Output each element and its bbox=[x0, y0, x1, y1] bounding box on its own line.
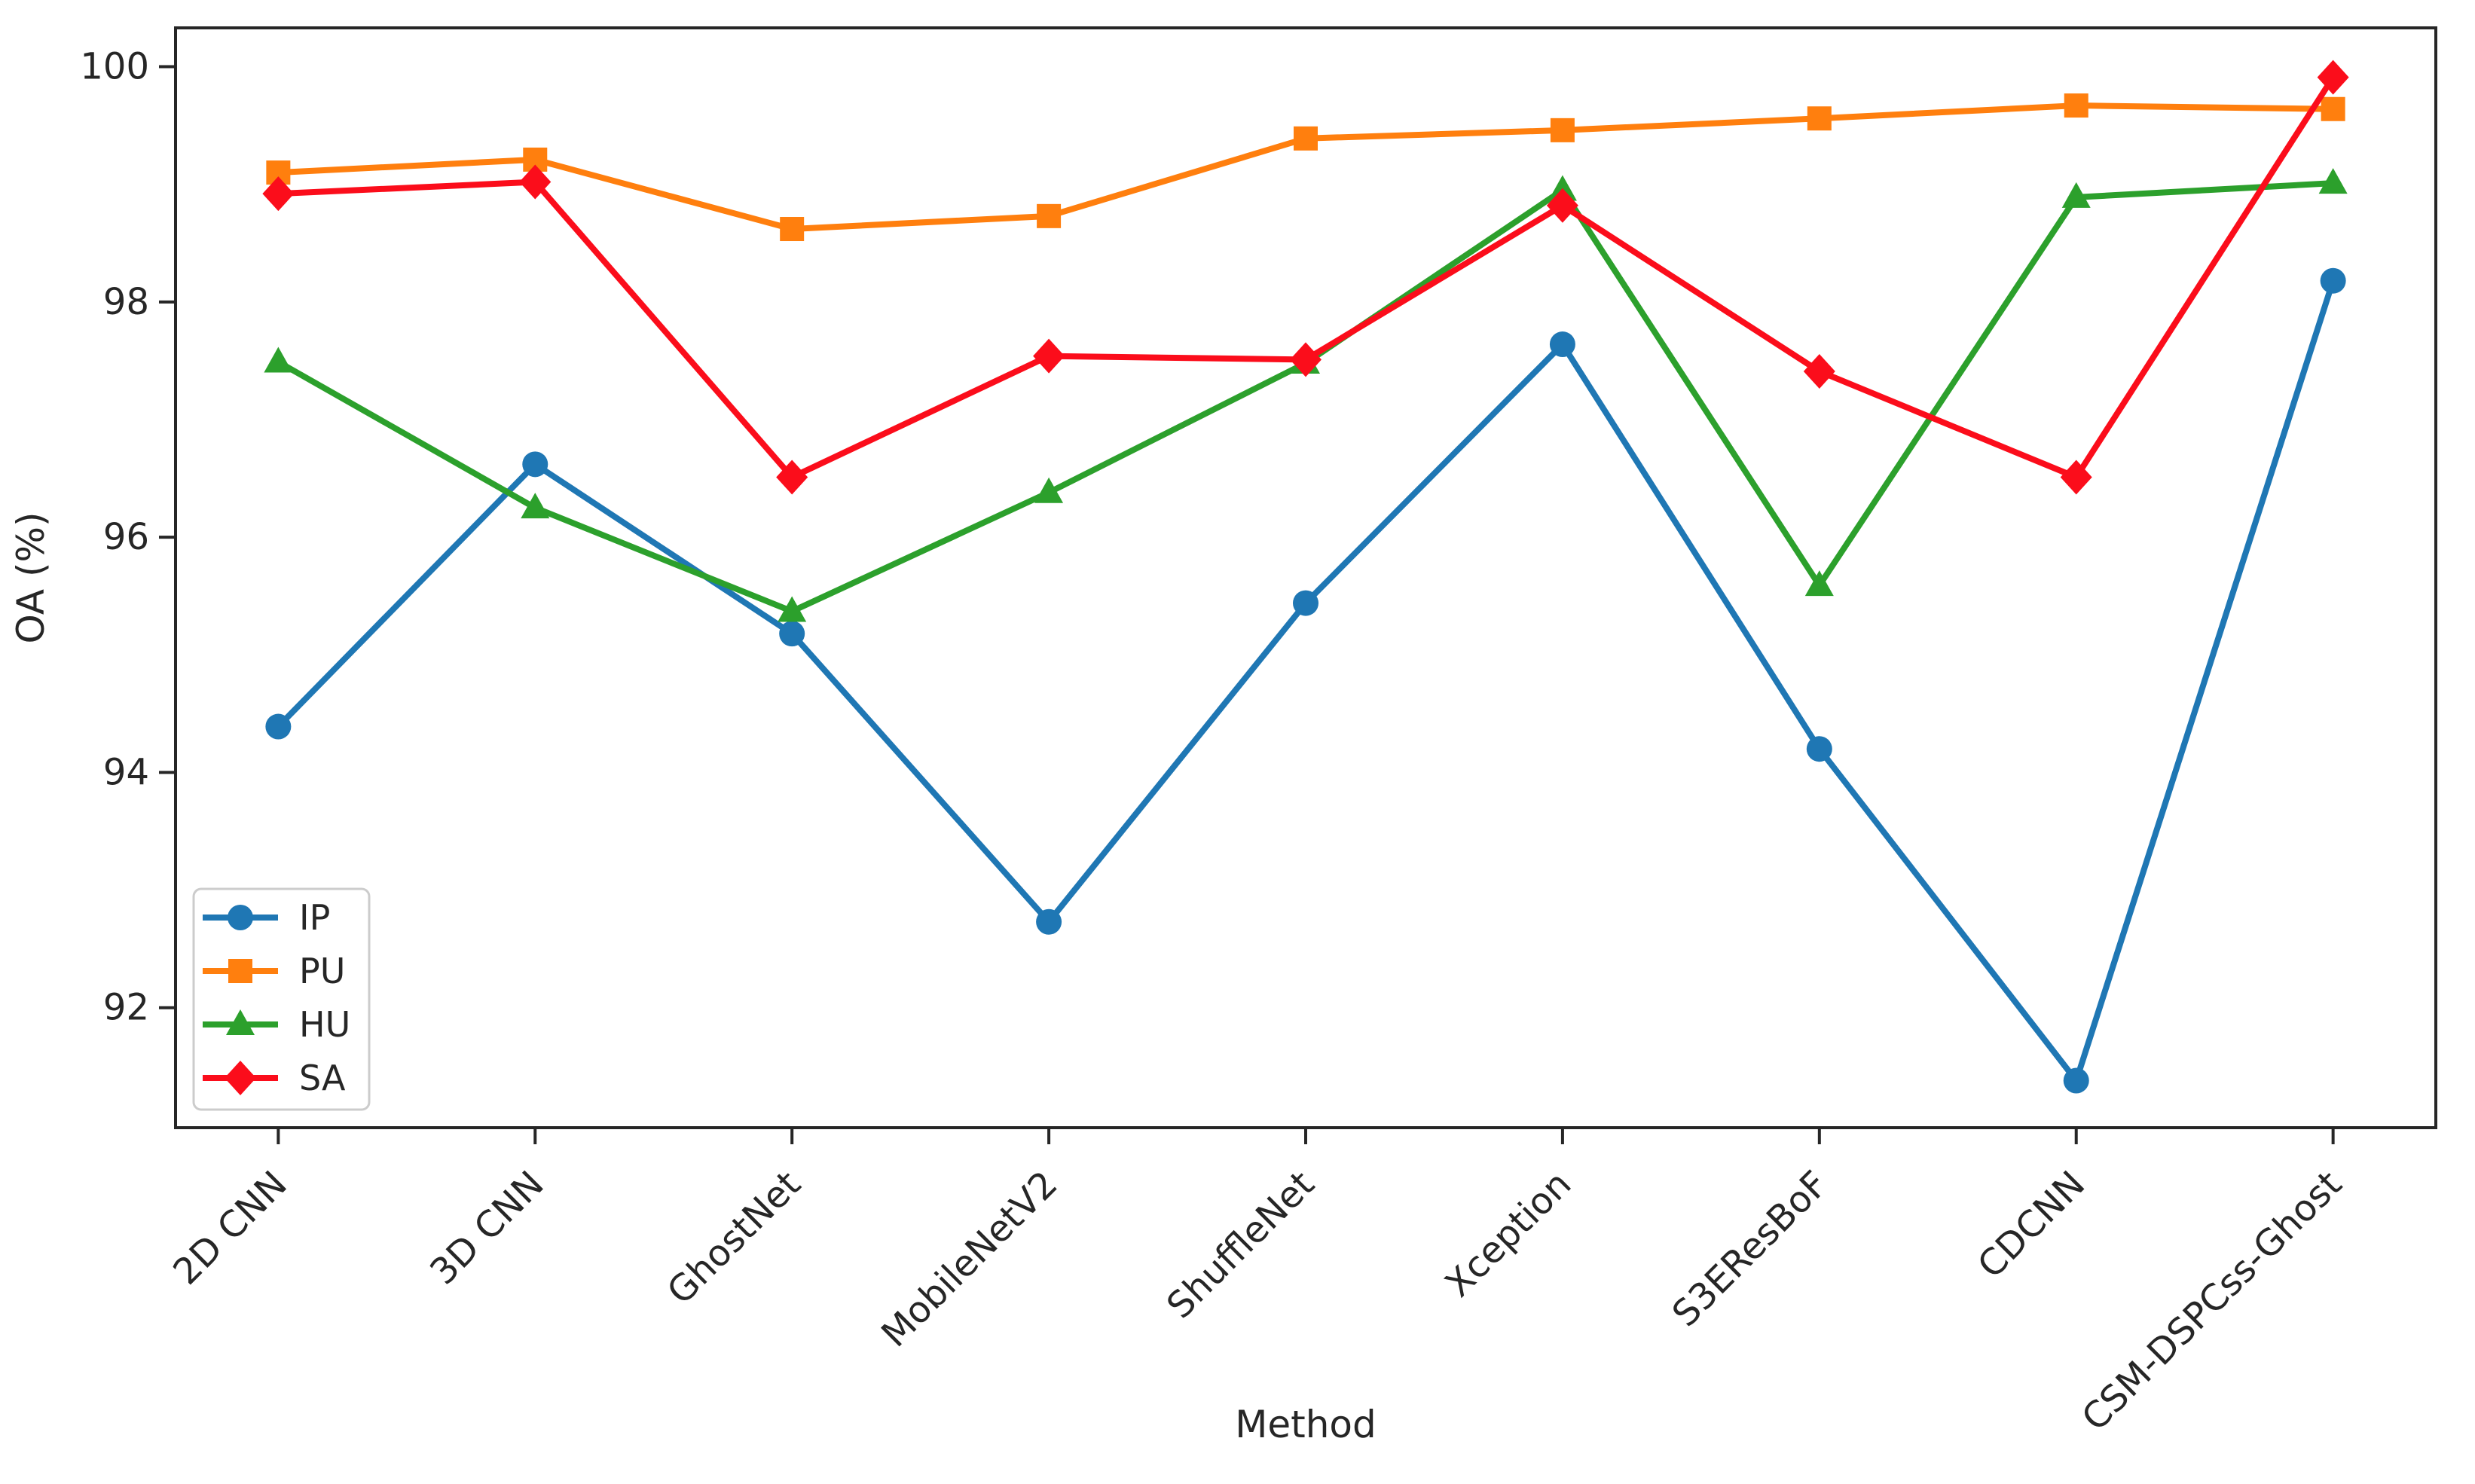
y-tick-label: 94 bbox=[103, 751, 149, 793]
data-point-ip-6 bbox=[1806, 736, 1832, 762]
legend-box bbox=[192, 887, 371, 1111]
y-tick-label: 98 bbox=[103, 281, 149, 323]
y-axis-title: OA (%) bbox=[9, 511, 53, 643]
data-point-hu-1 bbox=[521, 493, 550, 519]
data-point-pu-8 bbox=[2321, 96, 2345, 121]
data-point-ip-1 bbox=[522, 451, 548, 478]
y-tick-label: 92 bbox=[103, 987, 149, 1029]
data-point-hu-7 bbox=[2061, 182, 2091, 208]
legend-label-sa: SA bbox=[299, 1058, 346, 1098]
data-point-ip-5 bbox=[1549, 331, 1575, 358]
data-point-sa-7 bbox=[2060, 460, 2092, 495]
data-point-hu-8 bbox=[2318, 168, 2348, 194]
y-tick-label: 100 bbox=[80, 46, 149, 88]
data-point-pu-5 bbox=[1550, 118, 1575, 142]
data-point-hu-0 bbox=[264, 347, 293, 373]
legend-label-pu: PU bbox=[299, 951, 345, 991]
data-point-pu-3 bbox=[1037, 203, 1062, 228]
data-point-pu-7 bbox=[2064, 93, 2088, 118]
data-point-ip-2 bbox=[779, 621, 805, 647]
data-point-sa-3 bbox=[1033, 338, 1065, 374]
data-point-ip-8 bbox=[2320, 267, 2346, 294]
axes-box bbox=[174, 26, 2437, 1129]
data-point-pu-2 bbox=[780, 217, 805, 242]
data-point-pu-6 bbox=[1807, 106, 1832, 131]
data-point-ip-4 bbox=[1293, 590, 1318, 616]
legend-marker-pu bbox=[228, 959, 252, 983]
data-point-sa-8 bbox=[2317, 60, 2349, 95]
data-point-pu-4 bbox=[1294, 126, 1318, 151]
legend-label-ip: IP bbox=[299, 897, 330, 938]
data-point-hu-2 bbox=[778, 596, 807, 622]
data-point-sa-4 bbox=[1290, 342, 1322, 377]
data-point-sa-6 bbox=[1803, 353, 1835, 389]
data-point-hu-3 bbox=[1034, 477, 1064, 503]
legend-marker-ip bbox=[228, 905, 253, 930]
y-tick-label: 96 bbox=[103, 516, 149, 558]
data-point-ip-7 bbox=[2063, 1067, 2089, 1094]
legend-marker-hu bbox=[226, 1009, 255, 1035]
data-point-hu-6 bbox=[1804, 570, 1834, 597]
data-point-ip-3 bbox=[1036, 908, 1062, 935]
x-axis-title: Method bbox=[1235, 1403, 1377, 1446]
legend-label-hu: HU bbox=[299, 1004, 350, 1045]
legend-marker-sa bbox=[225, 1061, 256, 1095]
data-point-sa-1 bbox=[519, 164, 552, 200]
data-point-sa-0 bbox=[262, 176, 295, 212]
data-point-ip-0 bbox=[265, 713, 292, 740]
data-point-hu-5 bbox=[1548, 175, 1577, 201]
data-point-sa-2 bbox=[776, 460, 808, 495]
data-point-sa-5 bbox=[1546, 188, 1578, 223]
